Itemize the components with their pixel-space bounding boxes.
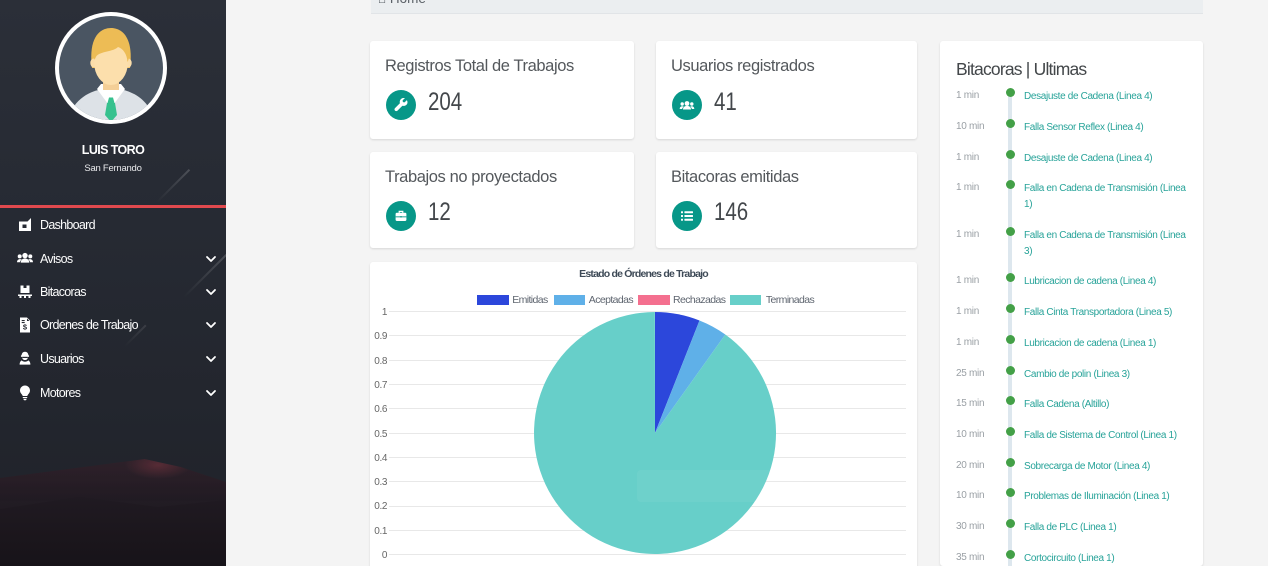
- svg-text:0.2: 0.2: [374, 501, 388, 512]
- svg-text:0: 0: [382, 550, 388, 561]
- svg-text:0.7: 0.7: [374, 380, 388, 391]
- svg-text:$: $: [23, 322, 28, 331]
- svg-text:0.4: 0.4: [374, 453, 388, 464]
- svg-text:1: 1: [382, 307, 388, 318]
- svg-text:0.8: 0.8: [374, 356, 388, 367]
- svg-text:0.5: 0.5: [374, 429, 388, 440]
- svg-text:0.3: 0.3: [374, 477, 388, 488]
- svg-text:0.9: 0.9: [374, 331, 388, 342]
- svg-text:0.6: 0.6: [374, 404, 388, 415]
- svg-text:0.1: 0.1: [374, 526, 388, 537]
